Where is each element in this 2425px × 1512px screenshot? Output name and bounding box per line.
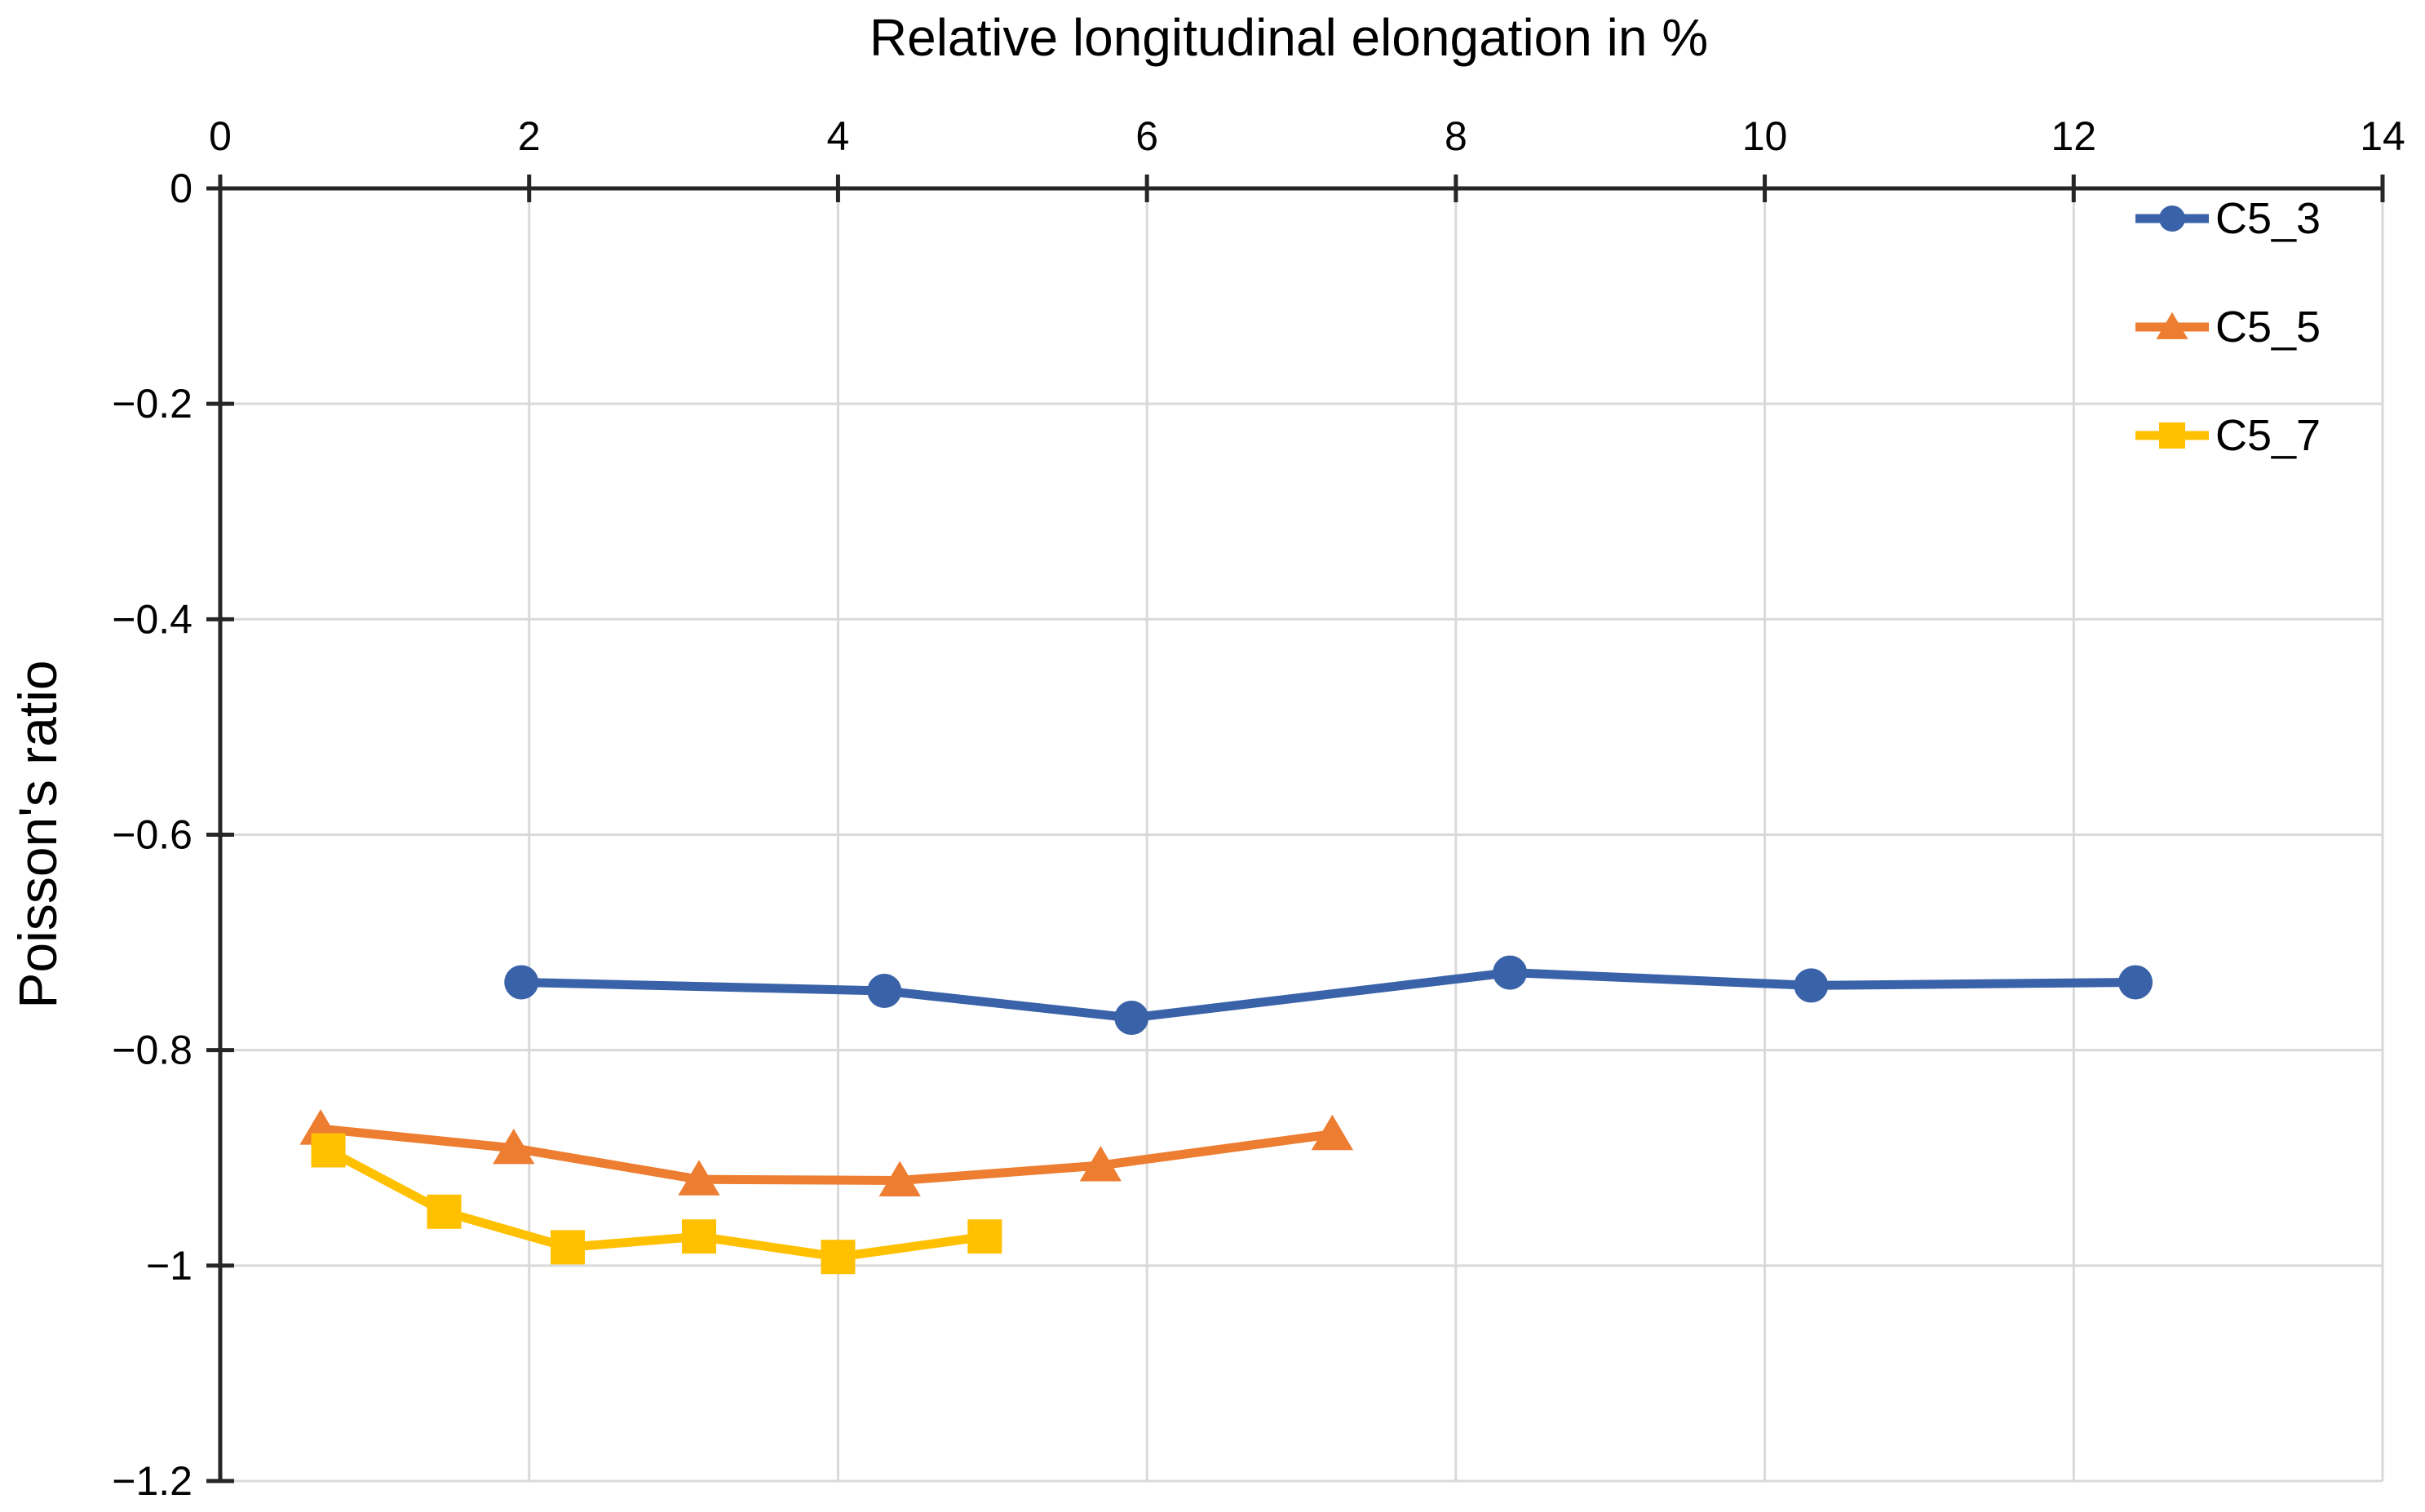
y-axis-title: Poisson's ratio xyxy=(7,660,68,1008)
x-tick-label: 14 xyxy=(2360,113,2405,159)
y-tick-label: −1 xyxy=(146,1243,192,1289)
data-series xyxy=(299,955,2153,1275)
gridlines xyxy=(220,188,2384,1483)
data-point-marker-C5_7 xyxy=(967,1219,1002,1254)
data-point-marker-C5_5 xyxy=(1079,1146,1122,1182)
data-point-marker-C5_7 xyxy=(427,1194,462,1229)
data-point-marker-C5_3 xyxy=(1794,968,1829,1003)
y-tick-label: −0.4 xyxy=(112,596,192,642)
data-point-marker-C5_3 xyxy=(2118,965,2153,1000)
series-line-C5_7 xyxy=(324,1146,989,1262)
x-tick-label: 10 xyxy=(1742,113,1788,159)
data-point-marker-C5_5 xyxy=(878,1161,921,1197)
series-C5_3 xyxy=(504,955,2153,1036)
data-point-marker-C5_5 xyxy=(1311,1114,1353,1151)
legend-item-C5_5: C5_5 xyxy=(2135,303,2321,351)
data-point-marker-C5_7 xyxy=(551,1230,586,1265)
data-point-marker-C5_7 xyxy=(682,1219,717,1254)
legend-item-C5_3: C5_3 xyxy=(2135,194,2321,243)
legend-circle-icon xyxy=(2159,206,2185,232)
data-point-marker-C5_5 xyxy=(678,1160,720,1196)
series-line-C5_5 xyxy=(316,1124,1337,1185)
axes: 0 2 4 6 8 10 12 14 0 −0.2 −0.4 −0.6 −0.8 −1 −1.2 xyxy=(112,113,2405,1504)
legend-square-icon xyxy=(2159,422,2185,449)
legend: C5_3 C5_5 C5_7 xyxy=(2135,194,2321,460)
x-tick-label: 0 xyxy=(209,113,232,159)
y-tick-label: −0.6 xyxy=(112,812,192,858)
x-tick-label: 8 xyxy=(1445,113,1467,159)
legend-label: C5_5 xyxy=(2215,303,2321,351)
data-point-marker-C5_5 xyxy=(493,1128,535,1165)
data-point-marker-C5_3 xyxy=(1114,1001,1149,1036)
x-tick-label: 12 xyxy=(2051,113,2096,159)
series-C5_5 xyxy=(299,1109,1353,1197)
data-point-marker-C5_7 xyxy=(311,1133,346,1168)
y-tick-label: −0.8 xyxy=(112,1028,192,1073)
legend-item-C5_7: C5_7 xyxy=(2135,411,2321,460)
legend-label: C5_7 xyxy=(2215,411,2321,460)
y-tick-label: 0 xyxy=(170,166,192,211)
legend-label: C5_3 xyxy=(2215,194,2321,243)
data-point-marker-C5_3 xyxy=(1493,955,1528,990)
y-tick-label: −0.2 xyxy=(112,381,192,427)
data-point-marker-C5_3 xyxy=(867,974,902,1009)
series-C5_7 xyxy=(311,1133,1002,1275)
x-tick-label: 6 xyxy=(1135,113,1158,159)
series-line-C5_3 xyxy=(516,968,2140,1023)
data-point-marker-C5_3 xyxy=(504,965,539,1000)
y-tick-label: −1.2 xyxy=(112,1458,192,1504)
x-tick-label: 4 xyxy=(827,113,850,159)
x-axis-title: Relative longitudinal elongation in % xyxy=(870,8,1708,67)
x-tick-label: 2 xyxy=(518,113,541,159)
data-point-marker-C5_7 xyxy=(821,1240,856,1275)
legend-triangle-icon xyxy=(2156,312,2188,339)
